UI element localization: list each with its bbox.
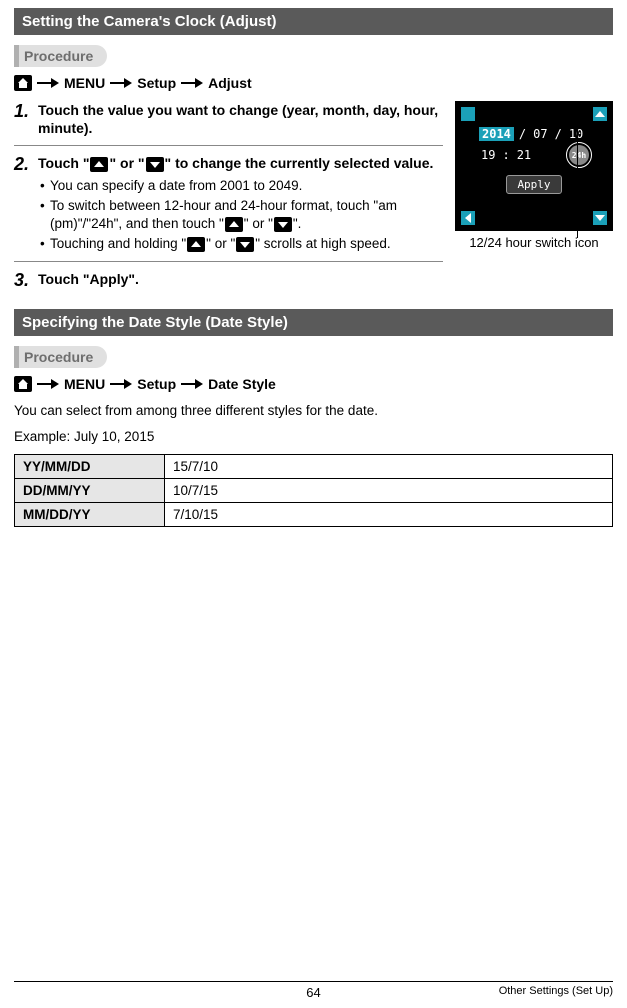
breadcrumb-item: Setup — [137, 376, 176, 392]
step-number: 3. — [14, 270, 29, 291]
up-icon — [187, 237, 205, 252]
value-cell: 15/7/10 — [165, 455, 613, 479]
page-number: 64 — [214, 985, 414, 1000]
arrow-icon — [110, 379, 132, 389]
hour-switch-icon: 24h — [569, 145, 589, 165]
bullet: Touching and holding "" or "" scrolls at… — [38, 235, 443, 253]
value-cell: 7/10/15 — [165, 503, 613, 527]
bullet: To switch between 12-hour and 24-hour fo… — [38, 197, 443, 233]
nav-down-button — [593, 211, 607, 225]
apply-button: Apply — [506, 175, 561, 194]
table-row: YY/MM/DD 15/7/10 — [15, 455, 613, 479]
section-heading: Setting the Camera's Clock (Adjust) — [14, 8, 613, 35]
breadcrumb: MENU Setup Adjust — [14, 75, 613, 91]
camera-screenshot: 2014 / 07 / 10 19 : 21 24h — [455, 101, 613, 231]
breadcrumb-item: Date Style — [208, 376, 276, 392]
format-cell: DD/MM/YY — [15, 479, 165, 503]
down-icon — [146, 157, 164, 172]
value-cell: 10/7/15 — [165, 479, 613, 503]
hour-value: 19 — [479, 148, 497, 162]
arrow-icon — [181, 78, 203, 88]
table-row: MM/DD/YY 7/10/15 — [15, 503, 613, 527]
separator — [14, 145, 443, 146]
format-cell: YY/MM/DD — [15, 455, 165, 479]
procedure-label: Procedure — [14, 346, 107, 368]
step-title: Touch "" or "" to change the currently s… — [38, 154, 443, 172]
up-icon — [225, 217, 243, 232]
step-number: 1. — [14, 101, 29, 122]
step-body: You can specify a date from 2001 to 2049… — [38, 177, 443, 254]
step: 1. Touch the value you want to change (y… — [14, 101, 443, 137]
breadcrumb-item: Adjust — [208, 75, 252, 91]
month-value: 07 — [531, 127, 549, 141]
page-footer: 64 Other Settings (Set Up) — [14, 981, 613, 1000]
minute-value: 21 — [515, 148, 533, 162]
step-title: Touch "Apply". — [38, 270, 443, 288]
breadcrumb-item: MENU — [64, 376, 105, 392]
nav-btn-blank — [461, 107, 475, 121]
down-icon — [236, 237, 254, 252]
step-number: 2. — [14, 154, 29, 175]
nav-left-button — [461, 211, 475, 225]
intro-text: You can select from among three differen… — [14, 402, 613, 420]
callout-text: 12/24 hour switch icon — [455, 235, 613, 250]
date-style-table: YY/MM/DD 15/7/10 DD/MM/YY 10/7/15 MM/DD/… — [14, 454, 613, 527]
procedure-label: Procedure — [14, 45, 107, 67]
breadcrumb: MENU Setup Date Style — [14, 376, 613, 392]
format-cell: MM/DD/YY — [15, 503, 165, 527]
arrow-icon — [37, 379, 59, 389]
bullet: You can specify a date from 2001 to 2049… — [38, 177, 443, 195]
step: 3. Touch "Apply". — [14, 270, 443, 288]
step-title: Touch the value you want to change (year… — [38, 101, 443, 137]
section-heading: Specifying the Date Style (Date Style) — [14, 309, 613, 336]
footer-section: Other Settings (Set Up) — [413, 985, 613, 1000]
up-icon — [90, 157, 108, 172]
separator — [14, 261, 443, 262]
breadcrumb-item: MENU — [64, 75, 105, 91]
step: 2. Touch "" or "" to change the currentl… — [14, 154, 443, 253]
down-icon — [274, 217, 292, 232]
table-row: DD/MM/YY 10/7/15 — [15, 479, 613, 503]
breadcrumb-item: Setup — [137, 75, 176, 91]
callout-line — [577, 126, 578, 238]
arrow-icon — [37, 78, 59, 88]
example-label: Example: July 10, 2015 — [14, 428, 613, 446]
home-icon — [14, 75, 32, 91]
home-icon — [14, 376, 32, 392]
arrow-icon — [181, 379, 203, 389]
arrow-icon — [110, 78, 132, 88]
nav-up-button — [593, 107, 607, 121]
year-value: 2014 — [479, 127, 514, 141]
